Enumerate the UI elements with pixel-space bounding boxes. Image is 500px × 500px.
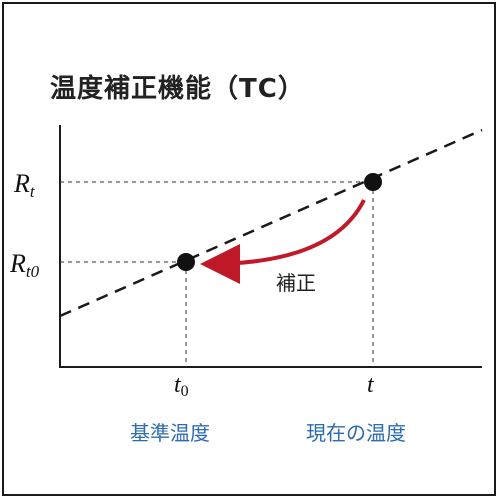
caption-reference-temperature: 基準温度	[130, 421, 210, 445]
correction-arrow	[200, 199, 366, 284]
diagram-frame	[2, 2, 496, 496]
trend-line	[59, 128, 483, 318]
label-correction: 補正	[276, 271, 316, 295]
label-rt: Rt	[13, 169, 36, 201]
point-current	[364, 173, 382, 191]
diagram-title: 温度補正機能（TC）	[50, 74, 305, 104]
label-t0: t0	[174, 372, 189, 400]
label-rt0: Rt0	[9, 249, 40, 281]
point-reference	[177, 253, 195, 271]
label-t: t	[367, 372, 375, 398]
caption-current-temperature: 現在の温度	[306, 421, 406, 445]
